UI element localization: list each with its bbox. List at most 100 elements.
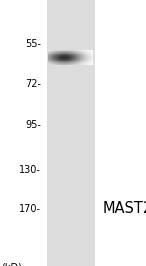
- Bar: [48, 55, 49, 56]
- Bar: [63, 52, 64, 53]
- Bar: [88, 60, 89, 61]
- Bar: [62, 53, 63, 54]
- Bar: [90, 57, 91, 58]
- Bar: [83, 54, 84, 55]
- Bar: [57, 57, 58, 58]
- Bar: [87, 62, 88, 63]
- Bar: [92, 64, 93, 65]
- Bar: [83, 63, 84, 64]
- Bar: [80, 55, 81, 56]
- Bar: [62, 64, 63, 65]
- Bar: [53, 57, 54, 58]
- Bar: [70, 62, 71, 63]
- Bar: [68, 53, 69, 54]
- Bar: [48, 62, 49, 63]
- Bar: [48, 59, 49, 60]
- Bar: [87, 52, 88, 53]
- Bar: [48, 56, 49, 57]
- Bar: [85, 58, 86, 59]
- Bar: [87, 50, 88, 51]
- Bar: [89, 63, 90, 64]
- Bar: [89, 53, 90, 54]
- Bar: [62, 61, 63, 62]
- Bar: [76, 62, 77, 63]
- Bar: [50, 55, 51, 56]
- Bar: [66, 51, 67, 52]
- Bar: [67, 54, 68, 55]
- Bar: [70, 64, 71, 65]
- Bar: [73, 61, 74, 62]
- Bar: [79, 64, 80, 65]
- Bar: [50, 50, 51, 51]
- Bar: [50, 62, 51, 63]
- Bar: [71, 54, 72, 55]
- Bar: [62, 52, 63, 53]
- Bar: [82, 56, 83, 57]
- Bar: [65, 57, 66, 58]
- Bar: [48, 51, 49, 52]
- Bar: [90, 64, 91, 65]
- Bar: [88, 63, 89, 64]
- Bar: [56, 50, 57, 51]
- Bar: [64, 54, 65, 55]
- Bar: [68, 62, 69, 63]
- Bar: [55, 56, 56, 57]
- Bar: [67, 63, 68, 64]
- Bar: [53, 64, 54, 65]
- Bar: [69, 57, 70, 58]
- Bar: [58, 58, 59, 59]
- Bar: [77, 57, 78, 58]
- Bar: [49, 62, 50, 63]
- Bar: [72, 56, 73, 57]
- Bar: [72, 63, 73, 64]
- Bar: [86, 62, 87, 63]
- Bar: [66, 62, 67, 63]
- Bar: [66, 58, 67, 59]
- Bar: [64, 59, 65, 60]
- Bar: [48, 63, 49, 64]
- Bar: [81, 52, 82, 53]
- Bar: [92, 60, 93, 61]
- Bar: [82, 57, 83, 58]
- Bar: [92, 54, 93, 55]
- Bar: [85, 56, 86, 57]
- Bar: [81, 56, 82, 57]
- Bar: [68, 54, 69, 55]
- Bar: [70, 57, 71, 58]
- Bar: [88, 57, 89, 58]
- Bar: [77, 55, 78, 56]
- Bar: [74, 53, 75, 54]
- Bar: [79, 60, 80, 61]
- Bar: [88, 59, 89, 60]
- Bar: [72, 64, 73, 65]
- Bar: [74, 61, 75, 62]
- Bar: [89, 60, 90, 61]
- Bar: [61, 54, 62, 55]
- Bar: [56, 51, 57, 52]
- Bar: [90, 51, 91, 52]
- Bar: [83, 51, 84, 52]
- Bar: [63, 53, 64, 54]
- Bar: [64, 61, 65, 62]
- Bar: [72, 58, 73, 59]
- Bar: [48, 52, 49, 53]
- Bar: [84, 54, 85, 55]
- Bar: [55, 57, 56, 58]
- Bar: [83, 53, 84, 54]
- Bar: [49, 64, 50, 65]
- Bar: [81, 58, 82, 59]
- Bar: [60, 54, 61, 55]
- Bar: [71, 57, 72, 58]
- Bar: [57, 53, 58, 54]
- Bar: [56, 62, 57, 63]
- Bar: [88, 52, 89, 53]
- Bar: [65, 55, 66, 56]
- Bar: [80, 61, 81, 62]
- Bar: [75, 54, 76, 55]
- Bar: [70, 60, 71, 61]
- Bar: [60, 55, 61, 56]
- Bar: [92, 62, 93, 63]
- Bar: [77, 52, 78, 53]
- Bar: [77, 54, 78, 55]
- Bar: [79, 50, 80, 51]
